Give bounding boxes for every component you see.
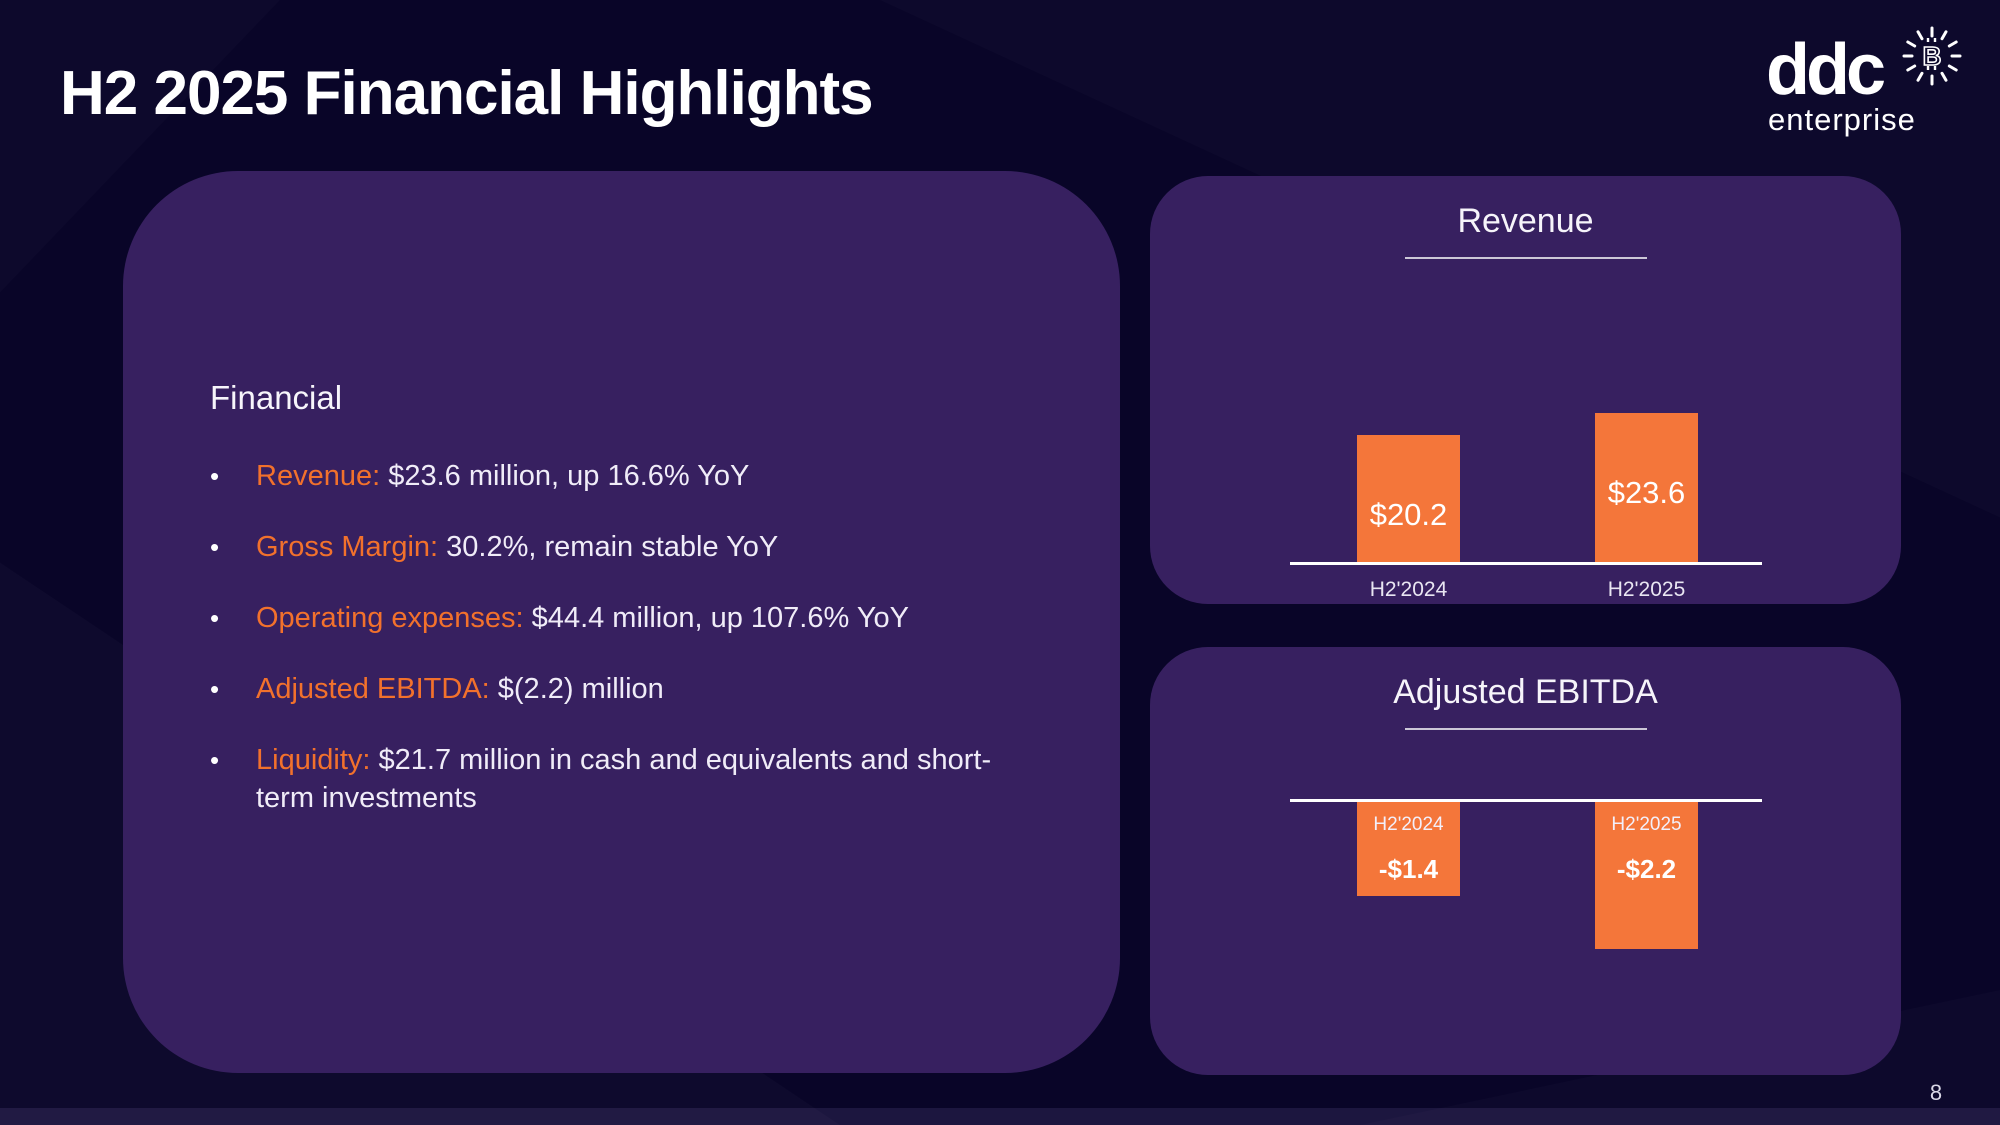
bullet-label: Gross Margin: (256, 531, 439, 563)
bar-category-label: H2'2025 (1611, 814, 1682, 835)
bar: $23.6 (1595, 413, 1698, 562)
bullet-label: Liquidity: (256, 744, 371, 776)
page-number: 8 (1929, 1080, 1943, 1105)
revenue-chart-panel: Revenue H2'2024 $20.2 H2'2025 $23.6 (1150, 176, 1901, 604)
axis-line (1290, 562, 1762, 565)
slide-title: H2 2025 Financial Highlights (60, 59, 874, 128)
bar-category-label: H2'2024 (1369, 578, 1448, 601)
bar-value-label: -$1.4 (1378, 854, 1439, 884)
bar: -$1.4 H2'2024 (1357, 802, 1460, 896)
bar-category-label: H2'2025 (1607, 578, 1686, 601)
axis-line (1290, 799, 1762, 802)
bullet-dot: • (210, 461, 220, 491)
bullet-text: Liquidity: $21.7 million in cash and equ… (256, 744, 992, 814)
title-underline (1404, 257, 1647, 259)
logo-wordmark: ddc (1766, 30, 1886, 110)
list-item: • Gross Margin: 30.2%, remain stable YoY (210, 528, 1060, 566)
ebitda-chart-panel: Adjusted EBITDA -$1.4 H2'2024 -$2.2 H2'2025 (1150, 647, 1901, 1075)
bullet-text: Operating expenses: $44.4 million, up 10… (256, 602, 909, 634)
bullet-text: Revenue: $23.6 million, up 16.6% YoY (256, 460, 750, 492)
bullet-dot: • (210, 674, 220, 704)
bullet-label: Adjusted EBITDA: (256, 673, 490, 705)
bar: -$2.2 H2'2025 (1595, 802, 1698, 949)
financial-heading: Financial (210, 379, 343, 416)
chart-title: Revenue (1457, 202, 1594, 240)
bar: $20.2 (1357, 435, 1460, 562)
financial-highlights-panel: Financial • Revenue: $23.6 million, up 16… (123, 171, 1120, 1073)
background-bottom-band (0, 1108, 2000, 1125)
svg-text:B: B (1923, 41, 1942, 71)
bar-value-label: $23.6 (1607, 475, 1686, 510)
bullet-text: Adjusted EBITDA: $(2.2) million (256, 673, 664, 705)
chart-area: H2'2024 $20.2 H2'2025 $23.6 (1150, 176, 1901, 604)
bitcoin-burst-icon: B (1902, 26, 1962, 86)
bullet-dot: • (210, 532, 220, 562)
title-underline (1404, 728, 1647, 730)
logo-subtext: enterprise (1768, 102, 1916, 137)
bullet-label: Operating expenses: (256, 602, 524, 634)
bullet-dot: • (210, 603, 220, 633)
list-item: • Revenue: $23.6 million, up 16.6% YoY (210, 457, 1060, 495)
chart-area: -$1.4 H2'2024 -$2.2 H2'2025 (1150, 647, 1901, 1075)
bar-value-label: -$2.2 (1616, 854, 1677, 884)
bar-value-label: $20.2 (1369, 497, 1448, 532)
bar-category-label: H2'2024 (1373, 814, 1444, 835)
list-item: • Adjusted EBITDA: $(2.2) million (210, 670, 1060, 708)
bullet-label: Revenue: (256, 460, 381, 492)
company-logo: ddc B enterprise (1766, 26, 1966, 138)
financial-content: Financial • Revenue: $23.6 million, up 16… (210, 379, 1060, 817)
bullet-text: Gross Margin: 30.2%, remain stable YoY (256, 531, 779, 563)
bullet-dot: • (210, 745, 220, 775)
list-item: • Liquidity: $21.7 million in cash and eq… (210, 741, 1060, 817)
financial-bullet-list: • Revenue: $23.6 million, up 16.6% YoY • Gr… (210, 457, 1060, 817)
chart-title: Adjusted EBITDA (1393, 673, 1658, 711)
list-item: • Operating expenses: $44.4 million, up 1… (210, 599, 1060, 637)
